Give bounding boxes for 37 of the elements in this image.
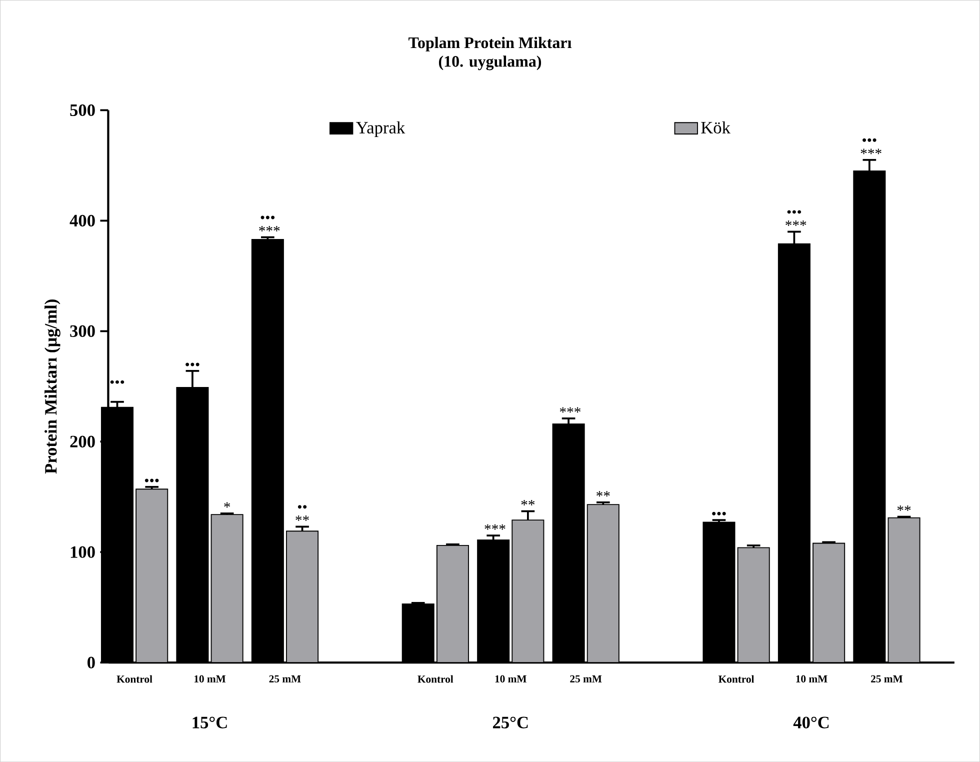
x-tick-label: 10 mM bbox=[495, 675, 526, 682]
data-label: *** bbox=[484, 524, 506, 530]
data-label: ••• bbox=[110, 380, 124, 384]
text: 40°C bbox=[793, 716, 829, 728]
data-label: •• ** bbox=[296, 505, 309, 521]
chart-subtitle: (10. uygulama) bbox=[438, 56, 542, 70]
data-label: ••• bbox=[144, 478, 159, 482]
x-tick-label: Kontrol bbox=[418, 675, 454, 683]
chart-title: Toplam Protein Miktarı bbox=[408, 36, 572, 52]
data-label: * bbox=[224, 502, 230, 508]
y-tick-label: 100 bbox=[70, 546, 95, 558]
x-tick-label: 10 mM bbox=[194, 675, 226, 682]
x-tick-label: Kontrol bbox=[116, 675, 152, 683]
data-label: ••• *** bbox=[786, 210, 806, 226]
data-label: ** bbox=[521, 500, 535, 506]
x-tick-label: Kontrol bbox=[718, 675, 754, 683]
x-tick-label: 25 mM bbox=[871, 675, 903, 682]
legend-label: Yaprak bbox=[356, 121, 406, 137]
y-tick-label: 500 bbox=[70, 104, 95, 116]
y-tick-label: 0 bbox=[88, 656, 95, 668]
x-tick-label: 10 mM bbox=[796, 675, 828, 682]
data-label: *** bbox=[560, 407, 581, 413]
data-label: ••• *** bbox=[259, 216, 280, 232]
data-label: ••• bbox=[712, 512, 726, 516]
x-tick-label: 25 mM bbox=[269, 675, 301, 682]
x-tick-label: 25 mM bbox=[570, 675, 602, 682]
legend-label: Kök bbox=[701, 121, 730, 134]
y-tick-label: 200 bbox=[70, 436, 95, 448]
data-label: ••• bbox=[186, 362, 200, 366]
y-tick-label: 300 bbox=[70, 325, 95, 337]
data-label: ** bbox=[596, 491, 610, 497]
y-axis-title: Protein Miktarı (µg/ml) bbox=[44, 300, 60, 474]
data-label: ••• *** bbox=[860, 138, 882, 154]
y-tick-label: 400 bbox=[70, 214, 95, 226]
text: 15°C bbox=[192, 716, 227, 728]
text: 25°C bbox=[492, 716, 528, 728]
data-label: ** bbox=[897, 506, 911, 511]
